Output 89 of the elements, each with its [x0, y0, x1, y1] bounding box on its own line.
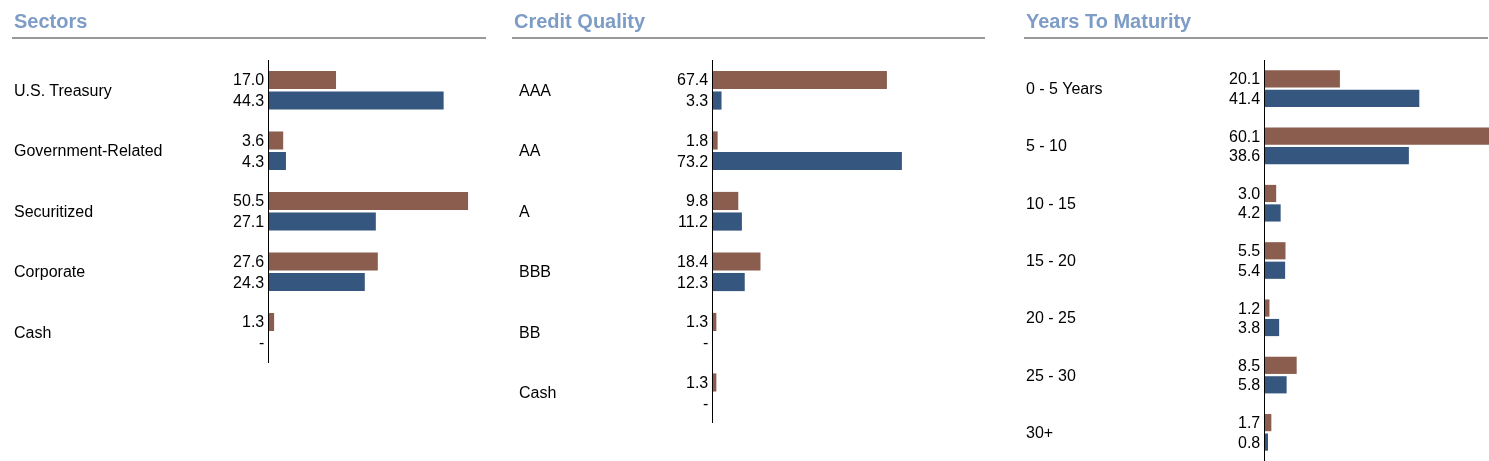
data-label: 11.2	[678, 213, 709, 230]
text: -	[703, 334, 709, 351]
y-tick-label: Securitized	[14, 203, 94, 220]
y-tick-label: 10 - 15	[1026, 195, 1076, 212]
bar	[1265, 204, 1281, 222]
y-tick-label: 0 - 5 Years	[1026, 80, 1103, 97]
bar	[269, 151, 286, 171]
bar	[713, 373, 717, 392]
text: -	[259, 334, 265, 351]
data-label: 73.2	[677, 153, 709, 170]
y-tick-label: 20 - 25	[1026, 309, 1076, 326]
y-tick-label: Government-Related	[14, 142, 163, 159]
bar	[1265, 261, 1286, 279]
data-label: 9.8	[686, 192, 709, 209]
y-tick-label: 25 - 30	[1026, 367, 1076, 384]
bar	[713, 191, 739, 211]
y-tick-label: AAA	[519, 82, 552, 99]
y-tick-label: BBB	[519, 263, 552, 280]
bar	[269, 70, 337, 90]
data-label: 20.1	[1229, 70, 1261, 87]
bar	[713, 272, 745, 292]
data-label: 5.4	[1238, 262, 1261, 279]
bar	[1265, 356, 1297, 374]
data-label: 3.0	[1238, 185, 1261, 202]
bar	[713, 212, 742, 231]
data-label: 3.3	[686, 92, 709, 109]
data-label: 24.3	[233, 274, 265, 291]
y-tick-label: U.S. Treasury	[14, 82, 112, 99]
data-label: 1.3	[242, 313, 265, 330]
bar	[1265, 299, 1270, 317]
bar	[269, 212, 376, 231]
data-label: 27.1	[233, 213, 265, 230]
data-label: 44.3	[233, 92, 265, 109]
bar	[1265, 70, 1340, 88]
y-tick-label: 15 - 20	[1026, 252, 1076, 269]
bar	[713, 252, 761, 271]
data-label: 1.3	[686, 313, 709, 330]
bar	[1265, 184, 1277, 203]
data-label: 1.2	[1238, 300, 1261, 317]
y-tick-label: Cash	[14, 324, 52, 341]
y-tick-label: AA	[519, 142, 541, 159]
data-label: 18.4	[677, 253, 709, 270]
data-label: 3.8	[1238, 319, 1261, 336]
bar	[1265, 376, 1287, 394]
data-label: 5.8	[1238, 376, 1261, 393]
bar	[713, 151, 902, 171]
data-label: 1.8	[686, 132, 709, 149]
data-label: 4.2	[1238, 204, 1261, 221]
bar	[1265, 433, 1268, 451]
y-tick-label: Corporate	[14, 263, 86, 280]
y-tick-label: BB	[519, 324, 541, 341]
y-tick-label: 5 - 10	[1026, 137, 1068, 154]
data-label: 3.6	[242, 132, 265, 149]
bar	[1265, 147, 1409, 165]
bar	[1265, 318, 1280, 337]
bar	[1265, 89, 1420, 107]
data-label: 12.3	[677, 274, 709, 291]
data-label: 27.6	[233, 253, 265, 270]
bar	[269, 272, 365, 292]
chart-title: Years To Maturity	[1026, 10, 1193, 32]
data-label: 5.5	[1238, 242, 1261, 259]
bar	[1265, 242, 1286, 260]
chart-title: Credit Quality	[514, 10, 647, 32]
bar	[713, 131, 718, 150]
bar	[1265, 127, 1489, 145]
data-label: 60.1	[1229, 128, 1261, 145]
y-tick-label: A	[519, 203, 530, 220]
data-label: 1.7	[1238, 414, 1261, 431]
data-label: 41.4	[1229, 90, 1261, 107]
data-label: 17.0	[233, 71, 265, 88]
bar	[269, 252, 378, 271]
data-label: 1.3	[686, 374, 709, 391]
data-label: 8.5	[1238, 357, 1261, 374]
text: -	[703, 395, 709, 412]
text: Sectors	[14, 10, 88, 32]
y-tick-label: 30+	[1026, 424, 1054, 441]
bar	[269, 312, 275, 332]
bar	[269, 91, 444, 110]
data-label: 0.8	[1238, 434, 1261, 451]
data-label: 4.3	[242, 153, 265, 170]
data-label: 67.4	[677, 71, 709, 88]
data-label: 50.5	[233, 192, 265, 209]
bar	[713, 70, 887, 90]
bar	[713, 91, 722, 110]
y-tick-label: Cash	[519, 384, 557, 401]
bar	[1265, 414, 1272, 432]
data-label: 38.6	[1229, 147, 1261, 164]
bar	[269, 191, 469, 211]
bar	[269, 131, 284, 150]
